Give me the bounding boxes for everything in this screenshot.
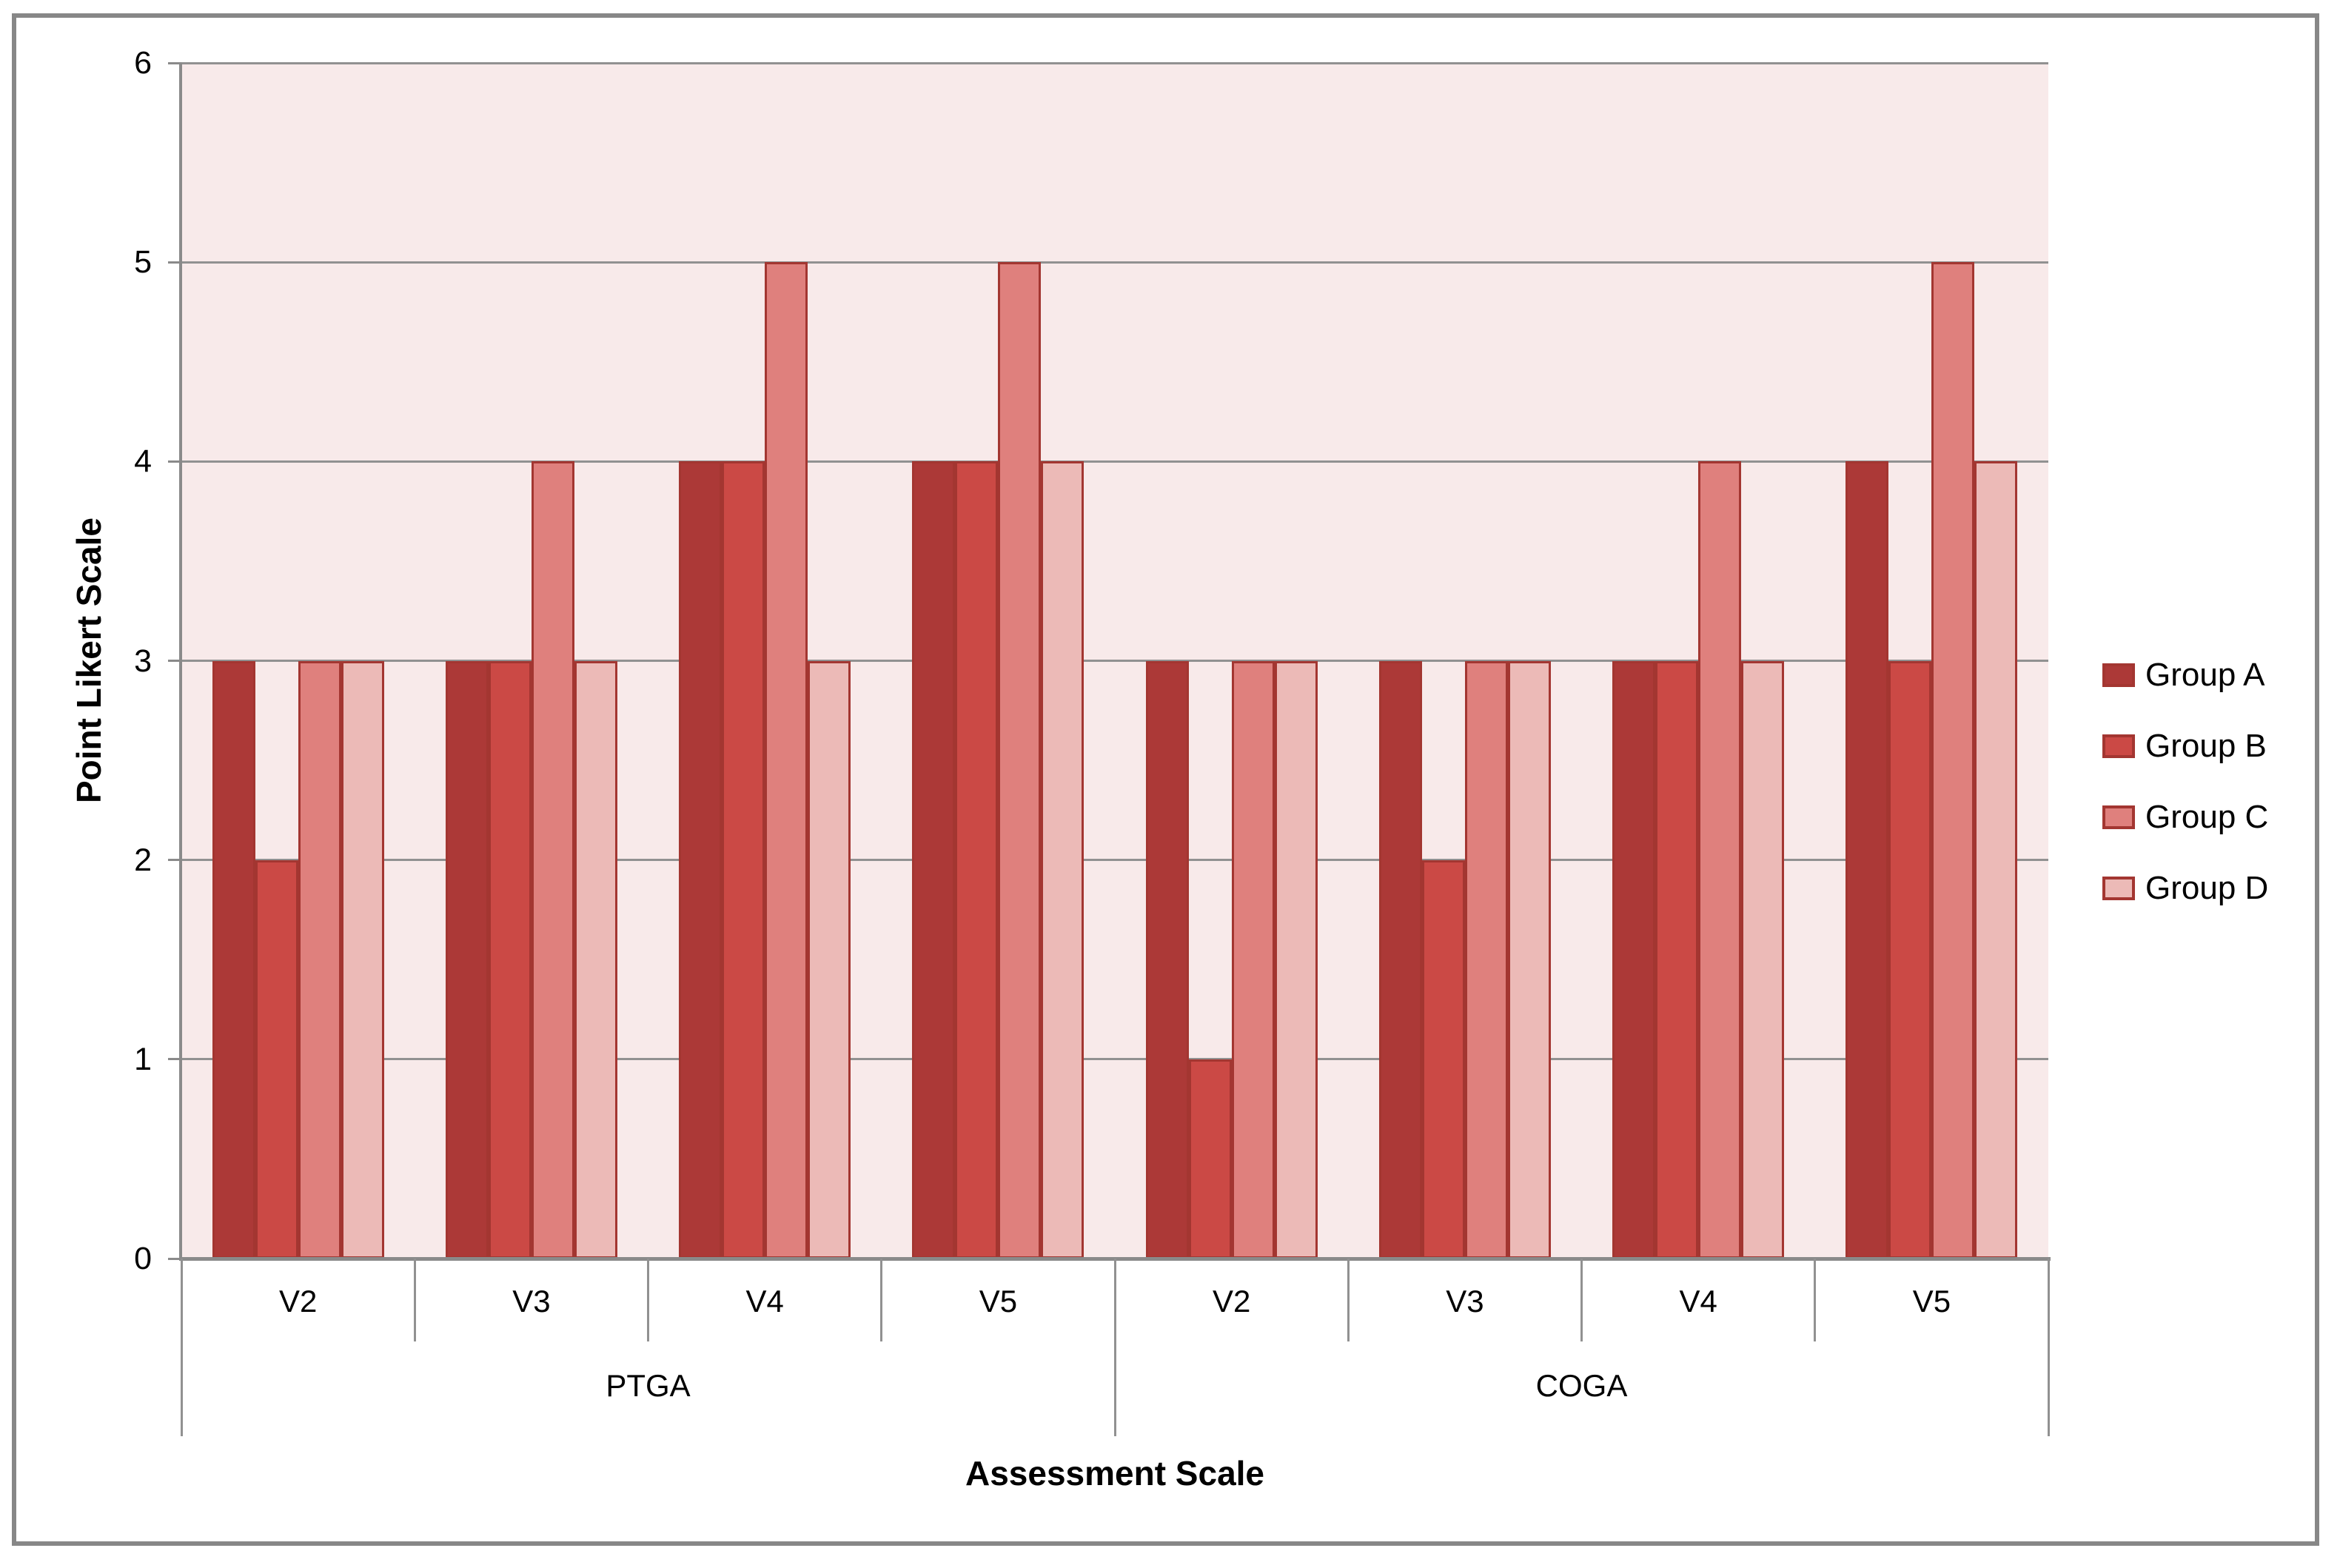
bar-group-d	[341, 660, 384, 1259]
y-axis-line	[179, 63, 182, 1261]
bar-group-c	[1931, 262, 1975, 1259]
bar-group-b	[955, 461, 999, 1259]
category-separator	[1814, 1259, 1817, 1341]
y-axis-tick	[168, 859, 181, 862]
gridline	[181, 460, 2048, 463]
chart-outer-frame	[12, 13, 2319, 1546]
legend-swatch-icon	[2102, 734, 2135, 758]
bar-group-b	[1888, 660, 1932, 1259]
bar-group-c	[1231, 660, 1275, 1259]
y-axis-tick	[168, 660, 181, 662]
bar-group-c	[1698, 461, 1742, 1259]
bar-group-b	[1421, 860, 1465, 1259]
bar-group-a	[1612, 660, 1656, 1259]
group-separator	[1113, 1259, 1116, 1436]
category-separator	[1580, 1259, 1583, 1341]
bar-group-c	[1464, 660, 1508, 1259]
y-axis-tick	[168, 261, 181, 264]
category-label: V2	[278, 1284, 318, 1319]
legend-item: Group C	[2102, 782, 2268, 853]
y-tick-label: 1	[134, 1041, 152, 1077]
bar-group-a	[1845, 461, 1889, 1259]
y-tick-label: 0	[134, 1241, 152, 1276]
bar-group-c	[531, 461, 574, 1259]
y-axis-tick	[168, 460, 181, 463]
category-label: V5	[1912, 1284, 1951, 1319]
legend-swatch-icon	[2102, 877, 2135, 900]
gridline	[181, 660, 2048, 662]
legend-label: Group B	[2145, 728, 2267, 764]
category-label: V4	[745, 1284, 784, 1319]
category-separator	[647, 1259, 649, 1341]
bar-group-d	[1507, 660, 1551, 1259]
bar-group-b	[1188, 1059, 1232, 1259]
bar-group-b	[1655, 660, 1699, 1259]
legend: Group A Group B Group C Group D	[2102, 640, 2268, 924]
group-label: COGA	[1535, 1368, 1628, 1403]
bar-group-a	[1378, 660, 1422, 1259]
legend-swatch-icon	[2102, 663, 2135, 687]
bar-group-a	[212, 660, 255, 1259]
bar-group-d	[808, 660, 851, 1259]
bar-group-b	[722, 461, 765, 1259]
legend-item: Group B	[2102, 711, 2268, 782]
bar-group-d	[574, 660, 617, 1259]
category-separator	[1347, 1259, 1350, 1341]
bar-group-d	[1974, 461, 2018, 1259]
gridline	[181, 859, 2048, 862]
bar-group-a	[445, 660, 489, 1259]
category-label: V3	[512, 1284, 551, 1319]
y-tick-label: 3	[134, 643, 152, 679]
gridline	[181, 261, 2048, 264]
bar-group-b	[255, 860, 298, 1259]
group-separator	[180, 1259, 183, 1436]
y-axis-tick	[168, 1257, 181, 1260]
category-label: V4	[1679, 1284, 1717, 1319]
bar-group-a	[1145, 660, 1189, 1259]
category-label: V5	[979, 1284, 1018, 1319]
bar-group-c	[998, 262, 1042, 1259]
category-separator	[880, 1259, 883, 1341]
bar-group-d	[1274, 660, 1318, 1259]
y-axis-tick	[168, 61, 181, 64]
bar-group-d	[1741, 660, 1785, 1259]
group-separator	[2047, 1259, 2050, 1436]
y-tick-label: 4	[134, 443, 152, 480]
bar-group-d	[1041, 461, 1084, 1259]
bar-group-c	[765, 262, 808, 1259]
y-axis-tick	[168, 1058, 181, 1061]
gridline	[181, 61, 2048, 64]
bar-group-a	[679, 461, 723, 1259]
category-label: V2	[1212, 1284, 1251, 1319]
category-label: V3	[1446, 1284, 1484, 1319]
x-axis-title: Assessment Scale	[965, 1454, 1265, 1492]
category-separator	[413, 1259, 416, 1341]
y-tick-label: 2	[134, 842, 152, 878]
legend-label: Group D	[2145, 870, 2269, 906]
group-label: PTGA	[606, 1368, 691, 1403]
legend-label: Group C	[2145, 799, 2269, 835]
bar-group-a	[912, 461, 956, 1259]
legend-item: Group A	[2102, 640, 2268, 711]
bar-group-b	[488, 660, 532, 1259]
legend-label: Group A	[2145, 657, 2265, 693]
y-tick-label: 6	[134, 45, 152, 81]
y-axis-title: Point Likert Scale	[70, 517, 108, 804]
legend-swatch-icon	[2102, 805, 2135, 829]
gridline	[181, 1058, 2048, 1061]
legend-item: Group D	[2102, 853, 2268, 924]
y-tick-label: 5	[134, 244, 152, 281]
bar-group-c	[298, 660, 341, 1259]
